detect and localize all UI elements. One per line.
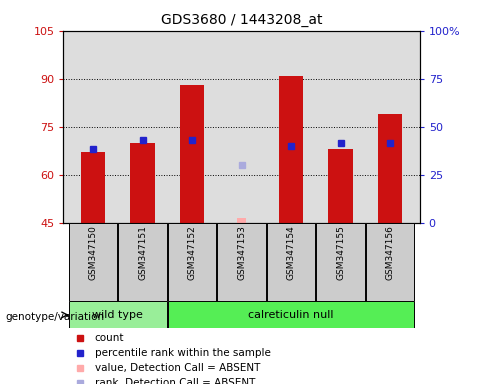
Text: GSM347152: GSM347152	[187, 225, 197, 280]
Text: calreticulin null: calreticulin null	[248, 310, 334, 320]
Bar	[168, 301, 414, 328]
Bar	[69, 223, 118, 301]
Text: GSM347154: GSM347154	[286, 225, 296, 280]
Text: GSM347155: GSM347155	[336, 225, 345, 280]
Bar	[316, 223, 365, 301]
Bar	[237, 218, 246, 223]
Bar	[130, 143, 155, 223]
Bar	[217, 223, 266, 301]
Text: value, Detection Call = ABSENT: value, Detection Call = ABSENT	[95, 363, 260, 373]
Text: count: count	[95, 333, 124, 343]
Bar	[366, 223, 414, 301]
Bar	[168, 223, 216, 301]
Text: genotype/variation: genotype/variation	[5, 312, 104, 322]
Text: wild type: wild type	[92, 310, 143, 320]
Text: GSM347153: GSM347153	[237, 225, 246, 280]
Bar	[69, 301, 167, 328]
Text: rank, Detection Call = ABSENT: rank, Detection Call = ABSENT	[95, 379, 255, 384]
Title: GDS3680 / 1443208_at: GDS3680 / 1443208_at	[161, 13, 322, 27]
Bar	[119, 223, 167, 301]
Bar	[328, 149, 353, 223]
Bar	[81, 152, 105, 223]
Bar	[267, 223, 315, 301]
Bar	[378, 114, 403, 223]
Text: percentile rank within the sample: percentile rank within the sample	[95, 348, 270, 358]
Text: GSM347150: GSM347150	[89, 225, 98, 280]
Text: GSM347156: GSM347156	[386, 225, 394, 280]
Bar	[279, 76, 304, 223]
Bar	[180, 85, 204, 223]
Text: GSM347151: GSM347151	[138, 225, 147, 280]
